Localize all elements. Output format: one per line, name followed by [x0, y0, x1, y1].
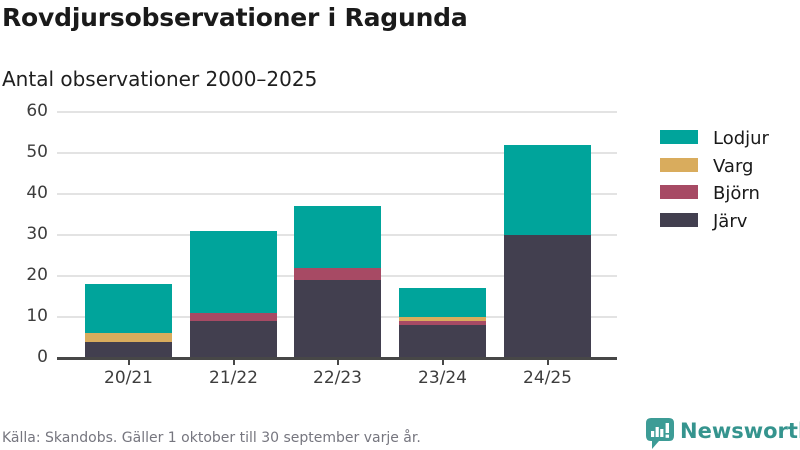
bar-segment-björn — [294, 267, 381, 281]
bar-segment-varg — [399, 317, 486, 322]
gridline-60 — [57, 111, 617, 113]
bar-chart-speech-bubble-icon — [645, 417, 675, 450]
gridline-50 — [57, 152, 617, 154]
y-axis-tick-label: 0 — [37, 347, 48, 367]
bar-segment-lodjur — [294, 206, 381, 268]
x-axis-tick — [546, 360, 549, 365]
x-axis-tick — [441, 360, 444, 365]
y-axis-tick-label: 60 — [26, 101, 48, 121]
legend-swatch-lodjur — [660, 130, 698, 144]
x-axis-tick-label: 21/22 — [209, 368, 258, 388]
bar-segment-järv — [190, 321, 277, 358]
y-axis-tick-label: 10 — [26, 306, 48, 326]
gridline-40 — [57, 193, 617, 195]
bar-segment-lodjur — [399, 288, 486, 317]
y-axis-tick-label: 30 — [26, 224, 48, 244]
bar-segment-järv — [85, 341, 172, 358]
x-axis-tick-label: 23/24 — [418, 368, 467, 388]
bar-segment-lodjur — [85, 284, 172, 334]
bar-21/22 — [190, 0, 277, 358]
y-axis-tick-label: 50 — [26, 142, 48, 162]
legend-swatch-varg — [660, 157, 698, 172]
legend-label: Lodjur — [713, 128, 769, 149]
x-axis-tick-label: 20/21 — [104, 368, 153, 388]
bar-22/23 — [294, 0, 381, 358]
x-axis-tick-label: 22/23 — [313, 368, 362, 388]
newsworthy-logo-text: Newsworthy — [680, 419, 800, 443]
legend-label: Varg — [713, 155, 754, 177]
x-axis-tick — [336, 360, 339, 365]
chart-title: Rovdjursobservationer i Ragunda — [2, 3, 468, 32]
bar-segment-järv — [294, 280, 381, 358]
bar-segment-björn — [190, 312, 277, 322]
bar-segment-järv — [399, 325, 486, 358]
legend-label: Björn — [713, 183, 760, 204]
bar-segment-lodjur — [504, 144, 591, 235]
bar-segment-lodjur — [190, 230, 277, 313]
y-axis-tick-label: 40 — [26, 183, 48, 203]
bar-23/24 — [399, 0, 486, 358]
bar-24/25 — [504, 0, 591, 358]
source-note: Källa: Skandobs. Gäller 1 oktober till 3… — [2, 430, 421, 446]
bar-20/21 — [85, 0, 172, 358]
bar-segment-björn — [399, 321, 486, 326]
bar-segment-järv — [504, 235, 591, 358]
legend-label: Järv — [713, 210, 748, 232]
x-axis-tick-label: 24/25 — [523, 368, 572, 388]
x-axis-tick — [127, 360, 130, 365]
bar-segment-varg — [85, 333, 172, 342]
y-axis-tick-label: 20 — [26, 265, 48, 285]
legend-swatch-björn — [660, 185, 698, 199]
x-axis-tick — [232, 360, 235, 365]
legend-swatch-järv — [660, 212, 698, 227]
chart-subtitle: Antal observationer 2000–2025 — [2, 67, 318, 91]
x-axis-line — [57, 357, 617, 360]
